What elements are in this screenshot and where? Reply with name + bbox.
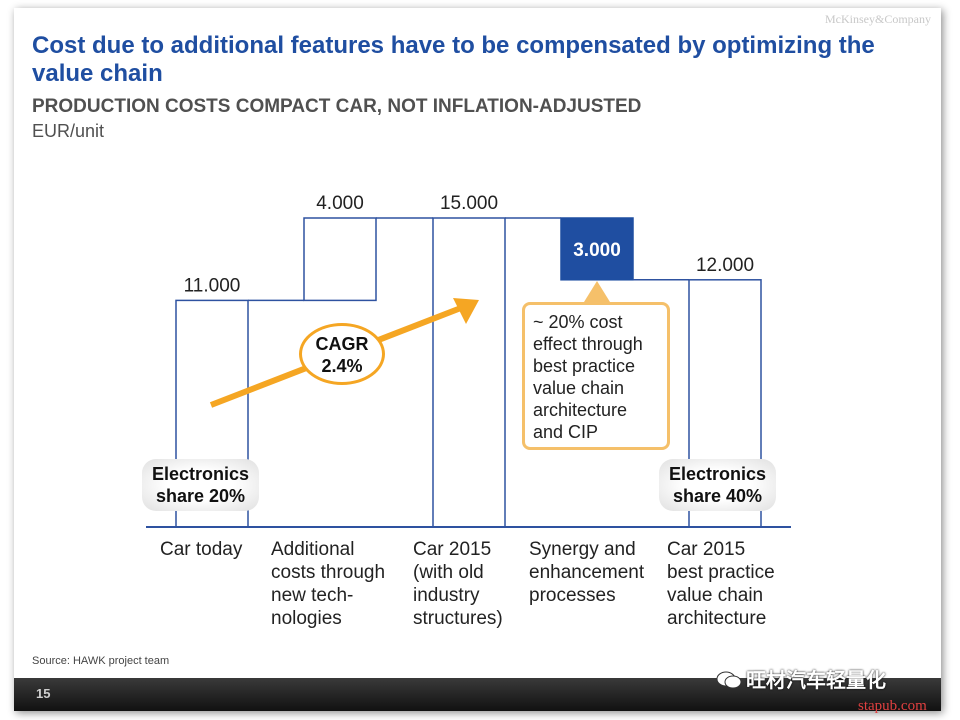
electronics-share-right: Electronics share 40% [659,459,777,511]
bar-value-label-4: 12.000 [696,255,754,276]
category-1-line-1: costs through [271,562,386,583]
slide: McKinsey&Company Cost due to additional … [14,8,941,711]
category-4-line-1: best practice [667,562,775,583]
footer-bar: 15 [14,678,941,711]
source-note: Source: HAWK project team [32,655,170,667]
category-label-3: Synergy and enhancement processes [529,538,644,607]
watermark-text: 旺材汽车轻量化 [746,670,886,692]
electronics-share-left: Electronics share 20% [142,459,260,511]
bar-1 [303,217,377,302]
bar-value-label-2: 15.000 [440,193,498,214]
page-number: 15 [36,686,51,701]
page-title: Cost due to additional features have to … [32,32,875,87]
bar-value-label-3: 3.000 [573,240,621,261]
growth-arrow-head [453,298,479,324]
category-3-line-0: Synergy and [529,539,636,560]
cost-effect-callout: ~ 20% cost effect through best practice … [522,302,670,450]
cagr-label: CAGR [315,334,369,354]
wechat-icon [716,671,742,689]
electronics-left-line1: Electronics [152,464,250,484]
category-label-0: Car today [160,538,242,561]
category-1-line-2: new tech- [271,585,354,606]
cagr-bubble: CAGR 2.4% [299,323,385,385]
category-3-line-2: processes [529,585,616,606]
category-4-line-0: Car 2015 [667,539,746,560]
cagr-value: 2.4% [321,356,363,376]
callout-pointer [584,281,610,302]
bar-value-label-1: 4.000 [316,193,364,214]
category-2-line-3: structures) [413,608,503,629]
category-label-2: Car 2015 (with old industry structures) [413,538,503,630]
category-4-line-3: architecture [667,608,767,629]
category-label-1: Additional costs through new tech- nolog… [271,538,385,630]
electronics-right-line1: Electronics [669,464,767,484]
brand-logo-text: McKinsey&Company [825,12,931,26]
category-2-line-0: Car 2015 [413,539,492,560]
site-watermark: stapub.com [858,698,927,714]
category-1-line-0: Additional [271,539,355,560]
unit-label: EUR/unit [32,121,105,141]
category-label-4: Car 2015 best practice value chain archi… [667,538,775,630]
category-3-line-1: enhancement [529,562,645,583]
bar-2 [432,217,506,528]
electronics-right-line2: share 40% [672,486,763,506]
watermark: 旺材汽车轻量化 [716,664,886,693]
category-2-line-2: industry [413,585,480,606]
category-4-line-2: value chain [667,585,764,606]
electronics-left-line2: share 20% [155,486,246,506]
bar-value-label-0: 11.000 [184,275,241,296]
bar-3 [560,217,634,281]
category-0-line-0: Car today [160,539,243,560]
category-2-line-1: (with old [413,562,484,583]
chart-subtitle: PRODUCTION COSTS COMPACT CAR, NOT INFLAT… [32,96,642,117]
category-1-line-3: nologies [271,608,342,629]
